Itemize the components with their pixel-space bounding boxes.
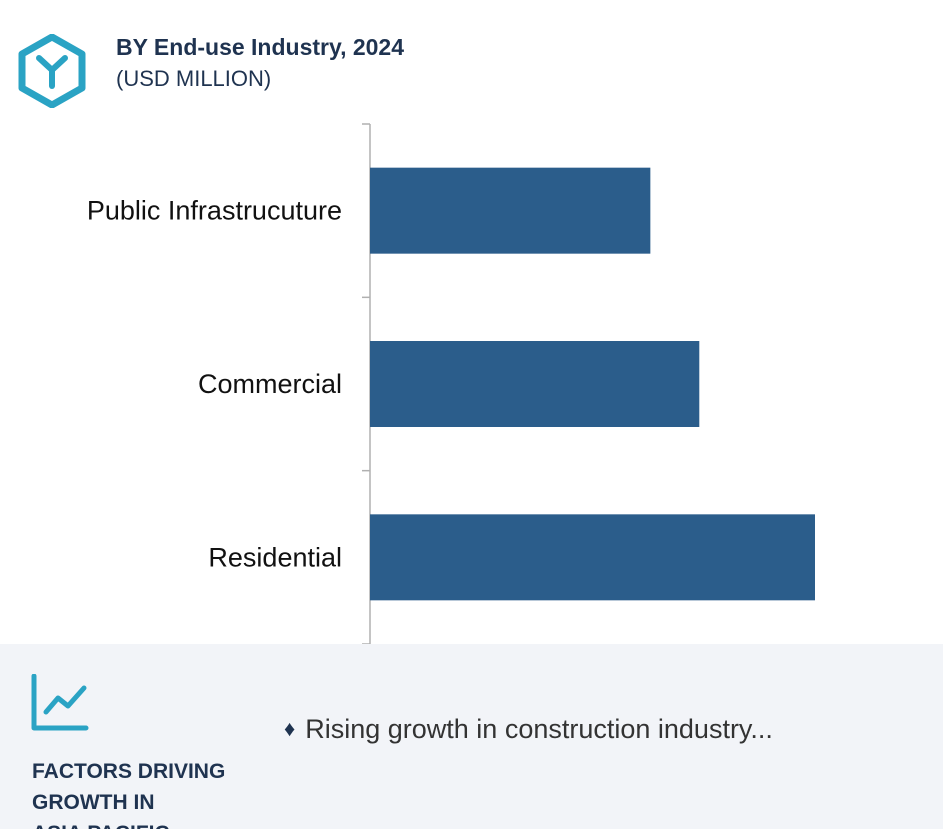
chart-title: BY End-use Industry, 2024: [116, 34, 405, 60]
factors-heading: FACTORS DRIVING GROWTH IN ASIA PACIFIC: [32, 756, 272, 829]
diamond-bullet-icon: ♦: [284, 716, 296, 741]
bar-chart: Public Infrastrucuture Commercial Resident…: [87, 123, 815, 645]
category-label: Commercial: [198, 369, 342, 399]
bar: [370, 341, 700, 427]
bar: [370, 514, 815, 601]
factor-list-item: ♦ Rising growth in construction industry.…: [284, 714, 773, 745]
line-chart-trend-icon: [31, 674, 89, 731]
factors-heading-line: ASIA PACIFIC: [32, 818, 272, 829]
hexagon-y-logo-icon: [18, 34, 86, 108]
growth-factors-panel: FACTORS DRIVING GROWTH IN ASIA PACIFIC ♦…: [0, 644, 943, 829]
factors-heading-line: GROWTH IN: [32, 791, 155, 814]
bar: [370, 167, 651, 254]
category-label: Residential: [208, 542, 342, 572]
chart-header: BY End-use Industry, 2024 (USD MILLION): [0, 0, 943, 120]
factors-heading-line: FACTORS DRIVING: [32, 760, 226, 783]
chart-subtitle: (USD MILLION): [116, 66, 272, 91]
factor-text: Rising growth in construction industry..…: [305, 714, 773, 744]
category-label: Public Infrastrucuture: [87, 196, 342, 226]
